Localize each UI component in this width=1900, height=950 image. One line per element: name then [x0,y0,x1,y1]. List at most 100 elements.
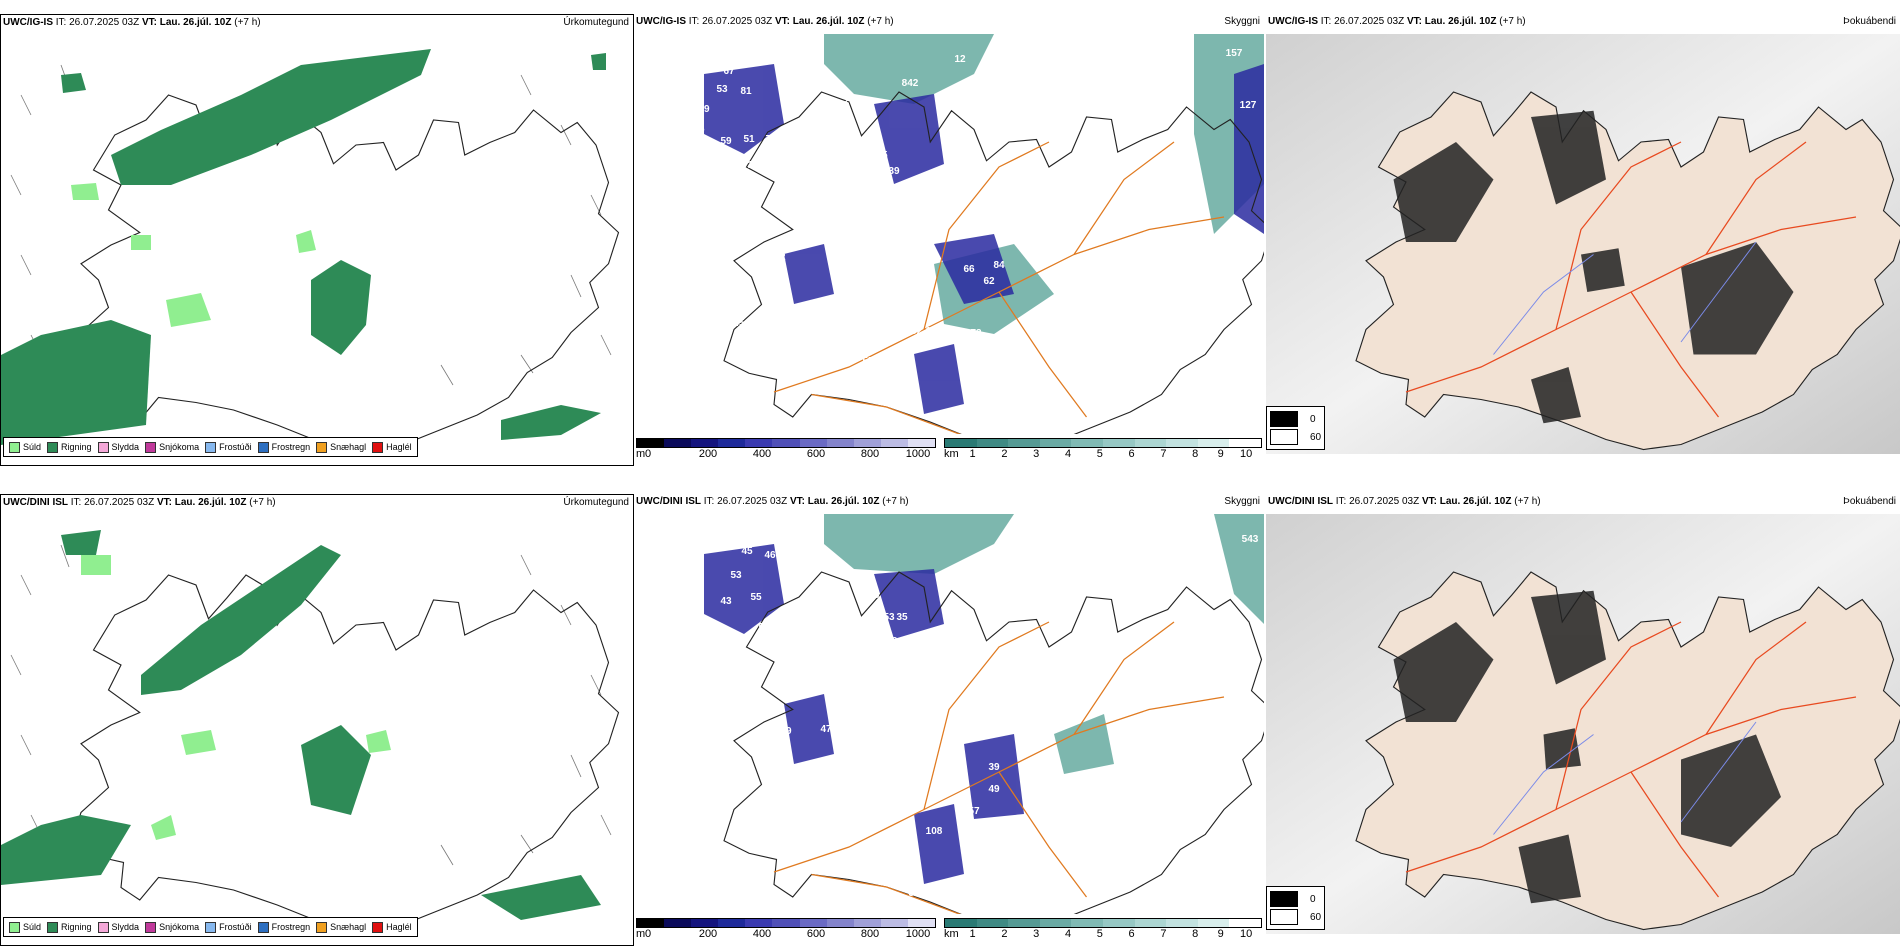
tick-label: 0 [644,448,652,460]
precip-map-bottom[interactable] [1,515,633,925]
precip-legend-bottom: Súld Rigning Slydda Snjókoma Frostúði Fr… [3,917,418,937]
cloudbase-ticks: 0 200 400 600 800 1000 [636,928,936,942]
cloud-base-label: 103 [898,364,915,375]
precip-panel-bottom: UWC/DINI ISL IT: 26.07.2025 03Z VT: Lau.… [0,494,634,946]
legend-swatch [257,921,269,933]
lead-time: (+7 h) [1514,496,1541,507]
cloudbase-colorbar: m 0 200 400 600 800 1000 [636,438,936,460]
cloud-base-label: 52 [870,644,882,655]
legend-swatch [257,441,269,453]
tick-label: 8 [1192,448,1199,460]
legend-item: Súld [9,441,41,453]
visibility-unit: km [944,928,959,940]
fog-legend-top: 0 60 [1266,406,1326,450]
cloud-base-label: 67 [778,308,790,319]
cloud-base-label: 49 [943,732,955,743]
precip-map-top[interactable] [1,35,633,445]
tick-label: 600 [806,928,826,940]
legend-swatch [1270,909,1298,925]
cloud-base-label: 35 [876,150,888,161]
tick-label: 1000 [905,448,931,460]
cloud-title-bottom: UWC/DINI ISL IT: 26.07.2025 03Z VT: Lau.… [636,496,909,507]
cloud-base-label: 72 [876,894,888,905]
cloud-base-label: 269 [844,96,861,107]
cloud-panel-name: Skyggni [1224,16,1260,27]
lead-time: (+7 h) [867,16,894,27]
legend-swatch [316,921,328,933]
cloud-base-label: 77 [734,172,746,183]
cloud-base-label: 45 [741,546,753,557]
legend-item: Snjókoma [145,921,199,933]
cloud-base-label: 44 [738,298,750,309]
tick-label: 1 [969,448,976,460]
cloud-base-label: 53 [730,570,742,581]
tick-label: 200 [698,928,718,940]
cloud-base-label: 69 [726,150,738,161]
tick-label: 6 [1128,448,1135,460]
cloud-base-label: 38 [774,288,786,299]
cloud-base-label: 33 [866,394,878,405]
cloud-base-label: 59 [720,136,732,147]
cloud-base-label: 35 [896,612,908,623]
tick-label: 1000 [905,928,931,940]
cloudbase-unit: m [636,448,646,460]
cloud-base-label: 43 [720,596,732,607]
cloud-base-label: 55 [750,592,762,603]
cloud-base-label: 48 [788,550,800,561]
cloud-base-label: 49 [988,784,1000,795]
tick-label: 4 [1064,928,1072,940]
valid-time: Lau. 26.júl. 10Z [807,496,880,507]
legend-swatch [1270,891,1298,907]
init-time: IT: 26.07.2025 03Z [688,16,773,27]
tick-label: 10 [1239,928,1253,940]
init-time: IT: 26.07.2025 03Z [703,496,788,507]
init-time: IT: 26.07.2025 03Z [55,17,140,28]
init-time: IT: 26.07.2025 03Z [1320,16,1405,27]
fog-title-top: UWC/IG-IS IT: 26.07.2025 03Z VT: Lau. 26… [1268,16,1526,27]
legend-swatch [316,441,328,453]
fog-map-bottom[interactable] [1266,514,1900,934]
valid-time: Lau. 26.júl. 10Z [792,16,865,27]
valid-time-label: VT: [141,17,157,28]
cloud-base-label: 108 [926,826,943,837]
cloud-base-label: 12 [954,54,966,65]
fog-map-top[interactable] [1266,34,1900,454]
cloud-base-label: 53 [883,612,895,623]
cloud-base-label: 142 [748,160,765,171]
fog-panel-name: Þokuábendi [1843,16,1896,27]
fog-legend-item: 60 [1270,908,1321,926]
legend-swatch [372,921,384,933]
visibility-colorbar: km 1 2 3 4 5 6 7 8 9 10 [944,438,1262,460]
tick-label: 6 [1128,928,1135,940]
tick-label: 2 [1001,928,1008,940]
visibility-bar [944,438,1262,448]
legend-item: Frostregn [257,921,310,933]
cloud-base-label: 60 [828,616,840,627]
legend-swatch [9,441,20,453]
tick-label: 3 [1033,928,1040,940]
fog-panel-top: UWC/IG-IS IT: 26.07.2025 03Z VT: Lau. 26… [1266,14,1900,464]
cloud-base-label: 39 [988,762,1000,773]
cloud-panel-top: UWC/IG-IS IT: 26.07.2025 03Z VT: Lau. 26… [634,14,1264,464]
fog-legend-item: 0 [1270,410,1321,428]
precip-legend-top: Súld Rigning Slydda Snjókoma Frostúði Fr… [3,437,418,457]
cloud-base-label: 66 [963,264,975,275]
cloud-base-label: 53 [786,582,798,593]
cloud-base-label: 66 [729,188,741,199]
cloud-base-label: 130 [926,326,943,337]
valid-time-label: VT: [789,496,805,507]
precip-title-bottom: UWC/DINI ISL IT: 26.07.2025 03Z VT: Lau.… [3,497,276,508]
fog-legend-item: 0 [1270,890,1321,908]
legend-swatch [9,921,20,933]
legend-item: Snæhagl [316,441,366,453]
model-name: UWC/IG-IS [1268,16,1318,27]
legend-swatch [205,921,217,933]
init-time: IT: 26.07.2025 03Z [70,497,155,508]
cloud-base-label: 46 [764,550,776,561]
valid-time: Lau. 26.júl. 10Z [1424,16,1497,27]
cloud-base-label: 56 [758,622,770,633]
cloud-base-label: 78 [765,134,777,145]
tick-label: 600 [806,448,826,460]
